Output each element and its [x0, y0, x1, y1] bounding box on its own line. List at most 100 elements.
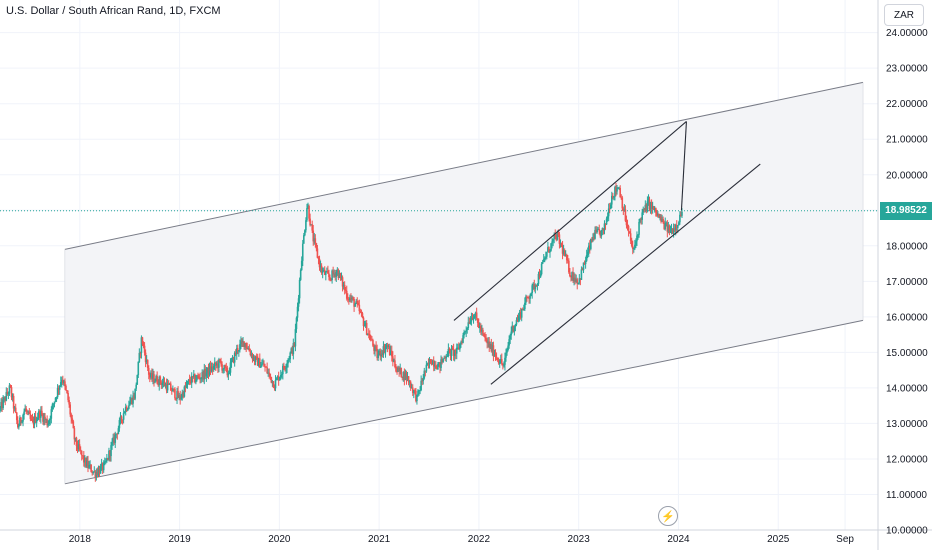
- candle-body: [39, 411, 41, 418]
- channel-lower-line[interactable]: [64, 319, 864, 485]
- channel-upper-line[interactable]: [64, 81, 864, 250]
- candle-body: [46, 419, 48, 426]
- candle-body: [640, 219, 642, 220]
- candle-body: [493, 354, 496, 357]
- candle-body: [606, 216, 609, 219]
- price-axis[interactable]: 10.00000 11.00000 12.00000 13.00000 14.00000…: [886, 28, 928, 536]
- candle-body: [88, 465, 90, 468]
- candle-body: [155, 376, 157, 382]
- candle-body: [572, 272, 574, 281]
- candle-body: [223, 365, 225, 370]
- trendlines[interactable]: [453, 121, 761, 385]
- candle-body: [93, 471, 96, 473]
- candle-body: [252, 356, 255, 360]
- candle-body: [643, 209, 646, 211]
- candle-body: [469, 321, 472, 324]
- candle-body: [80, 450, 83, 456]
- candle-body: [542, 259, 545, 262]
- candle-body: [176, 391, 178, 399]
- candle-body: [476, 318, 479, 323]
- candle-body: [617, 188, 619, 189]
- candle-body: [122, 413, 125, 420]
- candle-body: [591, 239, 593, 241]
- candle-body: [90, 464, 92, 473]
- candle-body: [45, 419, 47, 421]
- currency-badge[interactable]: ZAR: [884, 4, 924, 26]
- candle-body: [571, 272, 573, 278]
- candle-body: [361, 313, 364, 318]
- candle-body: [445, 356, 448, 359]
- candle-body: [281, 374, 283, 375]
- candle-body: [501, 359, 503, 364]
- candle-body: [330, 278, 332, 281]
- candle-body: [393, 360, 395, 362]
- candle-body: [421, 380, 423, 382]
- candle-body: [483, 333, 485, 337]
- candle-body: [68, 400, 70, 405]
- candle-body: [625, 220, 628, 226]
- inner-upper-trendline[interactable]: [453, 121, 687, 321]
- chart-title: U.S. Dollar / South African Rand, 1D, FX…: [6, 5, 221, 17]
- candle-body: [557, 232, 560, 235]
- candle-body: [589, 245, 591, 249]
- candle-body: [1, 402, 3, 408]
- candle-body: [459, 344, 461, 350]
- projection-line[interactable]: [680, 121, 687, 211]
- candle-body: [279, 374, 282, 378]
- candle-body: [422, 378, 425, 382]
- candle-body: [295, 317, 298, 330]
- candle-body: [182, 392, 185, 397]
- candle-body: [673, 228, 676, 231]
- candle-body: [285, 367, 287, 369]
- candle-body: [270, 376, 273, 383]
- candle-body: [480, 325, 482, 332]
- candle-body: [477, 322, 480, 328]
- candle-body: [414, 390, 416, 391]
- candle-body: [198, 376, 200, 379]
- candle-body: [25, 408, 27, 412]
- candle-body: [442, 358, 444, 362]
- candle-body: [388, 346, 391, 355]
- candle-body: [229, 362, 232, 373]
- candle-body: [492, 345, 495, 357]
- candle-body: [57, 388, 60, 390]
- candle-body: [326, 271, 328, 273]
- candle-body: [231, 357, 234, 361]
- candle-body: [436, 368, 438, 370]
- candle-body: [499, 359, 502, 364]
- candle-body: [545, 256, 547, 258]
- candle-body: [138, 352, 141, 362]
- candle-body: [195, 380, 197, 383]
- candle-body: [136, 375, 139, 385]
- candle-body: [429, 359, 432, 364]
- candle-body: [51, 404, 54, 410]
- time-axis[interactable]: 2018 2019 2020 2021 2022 2023 2024 2025 Sep: [69, 534, 855, 545]
- candle-body: [534, 285, 537, 290]
- candle-body: [518, 312, 521, 317]
- candle-body: [531, 285, 533, 294]
- candle-body: [395, 367, 397, 372]
- candle-body: [272, 381, 275, 388]
- candle-body: [419, 390, 421, 391]
- candle-body: [332, 270, 334, 275]
- inner-lower-trendline[interactable]: [490, 163, 761, 385]
- candle-body: [604, 223, 607, 225]
- candle-body: [677, 225, 679, 228]
- lightning-icon[interactable]: ⚡: [658, 506, 678, 526]
- candle-body: [18, 425, 20, 428]
- candle-body: [260, 365, 262, 368]
- candle-body: [576, 279, 579, 284]
- candle-body: [48, 419, 51, 425]
- candle-body: [19, 417, 21, 426]
- candle-body: [394, 360, 396, 368]
- parallel-channel[interactable]: [64, 81, 864, 485]
- candle-body: [506, 349, 508, 353]
- time-tick-label: 2023: [568, 534, 591, 545]
- candle-body: [426, 363, 429, 365]
- candle-body: [201, 372, 203, 378]
- candle-body: [242, 341, 244, 343]
- candle-body: [143, 345, 146, 353]
- candle-body: [193, 374, 195, 378]
- candle-body: [679, 214, 681, 223]
